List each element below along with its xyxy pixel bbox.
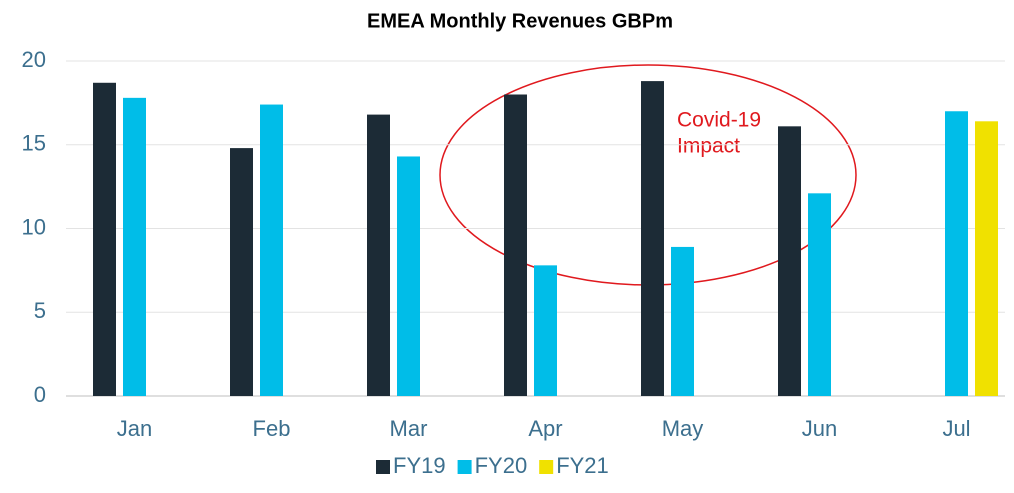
x-tick-label: Feb [253,416,291,441]
legend-label: FY19 [393,453,446,478]
bar [534,265,557,396]
legend-swatch [457,460,472,474]
y-tick-label: 10 [22,214,46,239]
x-tick-label: Jul [942,416,970,441]
y-tick-label: 5 [34,298,46,323]
bar [641,81,664,396]
legend-swatch [539,460,554,474]
legend-label: FY20 [475,453,528,478]
annotation: Impact [677,135,740,158]
x-tick-label: Jun [802,416,837,441]
bar [230,148,253,396]
bar [123,97,146,396]
x-tick-label: Jan [117,416,152,441]
x-tick-label: Mar [390,416,428,441]
bar [975,121,998,397]
y-tick-label: 20 [22,47,46,72]
chart-title: EMEA Monthly Revenues GBPm [367,10,673,32]
legend-swatch [376,460,390,474]
bar [945,111,968,396]
bar [671,246,694,396]
legend-label: FY21 [556,453,609,478]
annotation: Covid-19 [677,109,761,132]
y-tick-label: 15 [22,131,46,156]
bar [778,126,801,396]
bar [397,156,420,396]
bar [367,114,390,396]
bar [504,94,527,396]
y-tick-label: 0 [34,382,46,407]
bar [260,104,283,397]
bar [93,82,116,397]
x-tick-label: May [662,416,704,441]
bar [808,193,831,396]
x-tick-label: Apr [528,416,562,441]
